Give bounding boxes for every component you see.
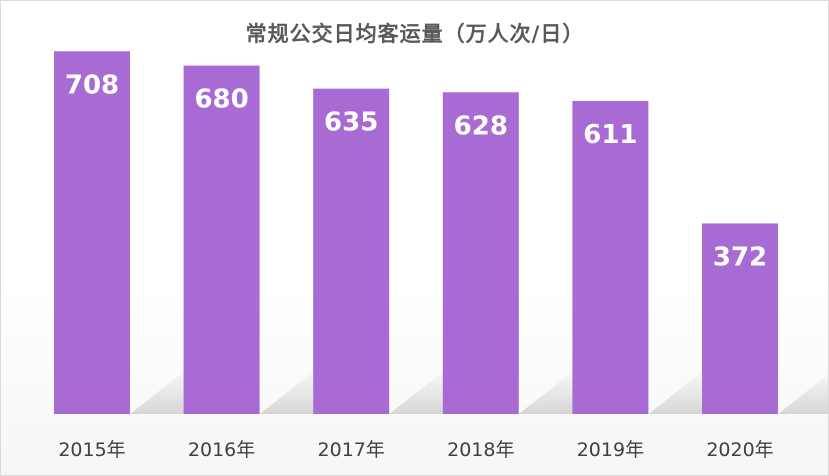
bar-shadow	[259, 359, 330, 414]
chart-title: 常规公交日均客运量（万人次/日）	[246, 22, 585, 46]
x-tick-label: 2015年	[58, 439, 125, 461]
bar-2019年	[572, 100, 649, 414]
data-label: 372	[713, 242, 767, 272]
bar-2015年	[54, 51, 130, 414]
bar-shadow	[518, 359, 589, 414]
bar-shadow	[648, 359, 719, 414]
data-label: 611	[583, 120, 637, 150]
bar-2017年	[313, 88, 390, 414]
bar-shadow	[389, 359, 460, 414]
x-tick-label: 2017年	[318, 439, 385, 461]
x-tick-label: 2018年	[447, 439, 514, 461]
x-tick-label: 2019年	[577, 439, 644, 461]
data-label: 628	[454, 111, 508, 141]
floor-shadow-layer	[130, 359, 829, 414]
x-axis-ticks: 2015年 2016年 2017年 2018年 2019年 2020年	[58, 439, 773, 461]
bar-2016年	[183, 65, 260, 414]
bars-layer	[54, 51, 778, 414]
bar-2020年	[702, 223, 778, 414]
bar-shadow	[130, 359, 200, 414]
x-tick-label: 2020年	[706, 439, 773, 461]
bar-shadow	[778, 373, 829, 414]
data-label: 635	[324, 108, 378, 138]
bar-2018年	[442, 92, 519, 414]
data-label: 680	[194, 85, 248, 115]
x-tick-label: 2016年	[188, 439, 255, 461]
data-labels-layer: 708 680 635 628 611 372	[65, 70, 767, 272]
data-label: 708	[65, 70, 119, 100]
